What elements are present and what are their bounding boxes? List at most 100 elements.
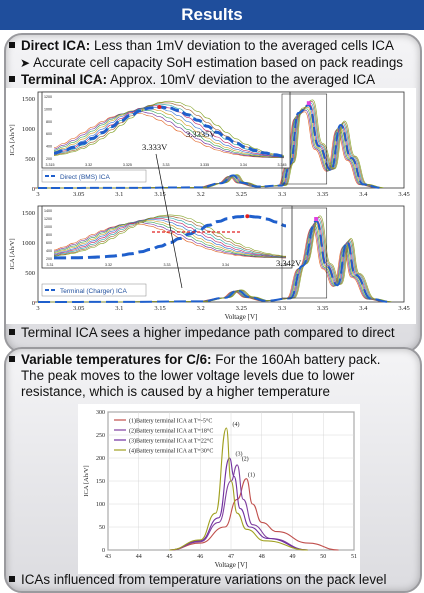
annotation-label: 3.342V	[276, 258, 302, 268]
temperature-heading: Variable temperatures for C/6:	[21, 352, 212, 367]
x-tick-label: 50	[320, 554, 326, 560]
x-tick-label: 3	[36, 191, 39, 198]
temperature-series-line-2	[169, 464, 308, 551]
soh-text: Accurate cell capacity SoH estimation ba…	[33, 55, 403, 70]
bullet-icon	[9, 356, 15, 362]
inset-y-tick: 1200	[44, 95, 52, 99]
peak-label: (1)	[248, 471, 255, 478]
inset-cell-line	[53, 108, 285, 158]
inset-cell-line	[53, 223, 287, 259]
bullet-temperatures: Variable temperatures for C/6: For the 1…	[9, 352, 419, 400]
influence-text: ICAs influenced from temperature variati…	[21, 572, 387, 587]
x-tick-label: 3.4	[359, 191, 368, 198]
terminal-ica-text: Approx. 10mV deviation to the averaged I…	[110, 72, 376, 87]
inset-cell-line	[53, 102, 285, 157]
y-tick-label: 200	[96, 456, 105, 462]
y-tick-label: 1000	[22, 126, 35, 133]
sub-bullet-soh: ➤ Accurate cell capacity SoH estimation b…	[20, 55, 403, 71]
inset-x-tick: 3.335	[200, 163, 209, 167]
inset-cell-line	[53, 106, 285, 158]
bullet-icon	[9, 42, 15, 48]
inset-x-tick: 3.35	[281, 263, 288, 267]
annotation-leader	[155, 153, 183, 289]
x-tick-label: 3.05	[73, 305, 84, 312]
ica-panel-1: 0 500 1000 1500 3 3.05 3.1 3.15 3.2 3.25 3.3 3.35 3.…	[9, 91, 410, 198]
inset-y-tick: 200	[46, 157, 52, 161]
cell-ica-line	[41, 215, 392, 303]
inset-cell-line	[53, 214, 287, 257]
x-axis-label: Voltage [V]	[225, 313, 258, 321]
y-tick-label: 150	[96, 479, 105, 485]
inset-plot: 3.31 3.32 3.33 3.34 3.35 200 400 600 800 1000 1200…	[41, 205, 293, 269]
x-tick-label: 3.05	[73, 191, 84, 198]
temperature-text-1: For the 160Ah battery pack.	[215, 352, 381, 367]
y-axis-label: ICA [Ah/V]	[9, 124, 16, 155]
y-tick-label: 250	[96, 433, 105, 439]
x-tick-label: 49	[290, 554, 296, 560]
x-tick-label: 3.15	[154, 305, 165, 312]
bullet-impedance: Terminal ICA sees a higher impedance pat…	[9, 325, 395, 341]
inset-y-tick: 600	[46, 132, 52, 136]
peak-label: (4)	[232, 421, 239, 428]
temperature-figure: 43 44 45 46 47 48 49 50 51 0 50 100 150 200 250 300 ICA …	[78, 404, 360, 574]
x-tick-label: 3.2	[197, 191, 205, 198]
legend-label: Terminal (Charger) ICA	[60, 288, 127, 295]
y-tick-label: 1500	[22, 210, 35, 217]
y-tick-label: 0	[32, 300, 35, 307]
x-tick-label: 47	[228, 554, 234, 560]
x-tick-label: 46	[197, 554, 203, 560]
temperature-series-line-3	[169, 457, 308, 551]
inset-y-tick: 800	[46, 233, 52, 237]
x-tick-label: 3.3	[278, 305, 286, 312]
inset-y-tick: 1400	[44, 209, 52, 213]
x-tick-label: 51	[351, 554, 357, 560]
x-tick-label: 3.15	[154, 191, 165, 198]
annotation-label: 3.3335V	[186, 129, 216, 139]
inset-y-tick: 600	[46, 241, 52, 245]
y-tick-label: 100	[96, 502, 105, 508]
inset-x-tick: 3.31	[47, 263, 54, 267]
bullet-direct-ica: Direct ICA: Less than 1mV deviation to t…	[9, 38, 394, 54]
temperature-chart: 43 44 45 46 47 48 49 50 51 0 50 100 150 200 250 300 ICA …	[83, 410, 357, 569]
cell-ica-line	[41, 99, 384, 189]
annotation-label: 3.333V	[142, 142, 168, 152]
inset-cell-line	[53, 111, 285, 158]
x-tick-label: 3.1	[115, 305, 123, 312]
bullet-icon	[9, 76, 15, 82]
x-tick-label: 3.4	[359, 305, 368, 312]
y-tick-label: 500	[25, 270, 35, 277]
legend-label: (4)Battery terminal ICA at T=30°C	[129, 448, 213, 455]
inset-y-tick: 400	[46, 145, 52, 149]
inset-y-tick: 200	[46, 257, 52, 261]
y-tick-label: 1500	[22, 96, 35, 103]
inset-y-tick: 1000	[44, 225, 52, 229]
inset-series-line	[53, 105, 285, 158]
bullet-influence: ICAs influenced from temperature variati…	[9, 572, 386, 588]
y-axis-label: ICA [Ah/V]	[83, 465, 90, 496]
inset-x-tick: 3.33	[164, 263, 171, 267]
temperature-series-line-1	[169, 478, 339, 551]
temperature-text-3: resistance, which is caused by a higher …	[21, 384, 330, 399]
inset-cell-line	[53, 222, 287, 259]
legend-label: (1)Battery terminal ICA at T=-5°C	[129, 418, 212, 425]
peak-marker	[306, 101, 311, 106]
inset-cell-line	[53, 100, 285, 156]
temperature-series-line-4	[169, 427, 308, 551]
inset-x-tick: 3.34	[240, 163, 247, 167]
y-tick-label: 0	[32, 186, 35, 193]
x-tick-label: 3.25	[236, 191, 247, 198]
x-tick-label: 3.35	[317, 305, 328, 312]
x-tick-label: 3	[36, 305, 39, 312]
x-tick-label: 3.25	[236, 305, 247, 312]
peak-label: (2)	[242, 455, 249, 462]
inset-plot: 3.315 3.32 3.325 3.33 3.335 3.34 3.34520040060…	[41, 91, 291, 169]
temperature-text-2: The peak moves to the lower voltage leve…	[21, 368, 355, 383]
inset-cell-line	[53, 216, 287, 258]
inset-cell-line	[53, 218, 287, 258]
inset-x-tick: 3.32	[105, 263, 112, 267]
x-tick-label: 45	[167, 554, 173, 560]
y-tick-label: 0	[102, 548, 105, 554]
